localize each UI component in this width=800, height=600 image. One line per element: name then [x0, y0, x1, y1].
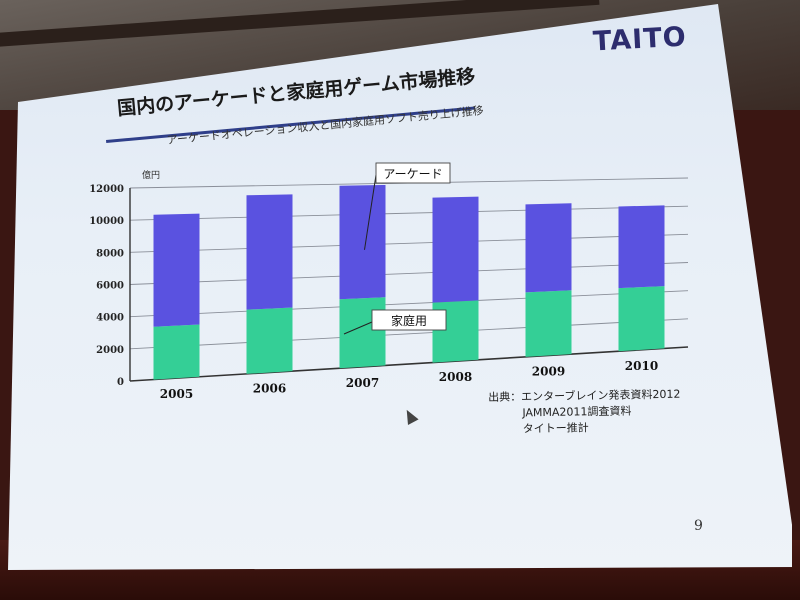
y-tick-label: 0 — [117, 377, 124, 388]
x-tick-label-2010: 2010 — [625, 359, 658, 373]
x-tick-label-2007: 2007 — [346, 376, 379, 390]
projected-slide: TAITO 国内のアーケードと家庭用ゲーム市場推移 アーケードオペレーション収入… — [8, 4, 792, 570]
bar-segment-home-2009 — [525, 290, 572, 357]
x-axis-line — [129, 346, 689, 382]
gridline — [129, 262, 689, 285]
bar-segment-arcade-2008 — [432, 196, 479, 303]
y-tick-label: 10000 — [89, 216, 124, 227]
bar-segment-home-2005 — [153, 324, 200, 380]
y-axis-label: 億円 — [142, 169, 160, 181]
y-tick-label: 6000 — [96, 281, 124, 292]
y-tick-label: 12000 — [89, 184, 124, 195]
home-leader-line — [343, 321, 373, 335]
market-bar-chart: 0 2000 4000 6000 8000 10000 12000 億円 2005 2006 200… — [89, 162, 689, 401]
gridline — [129, 205, 689, 221]
y-tick-label: 2000 — [96, 345, 124, 356]
x-tick-label-2008: 2008 — [439, 370, 472, 384]
arcade-label-box — [375, 162, 451, 184]
source-line-1: 出典：エンターブレイン発表資料2012 — [488, 387, 681, 404]
arcade-leader-line — [364, 174, 377, 250]
bar-segment-home-2006 — [246, 307, 293, 374]
x-tick-label-2005: 2005 — [160, 387, 193, 401]
gridline — [129, 318, 689, 350]
bar-segment-arcade-2007 — [339, 184, 386, 300]
bar-segment-arcade-2009 — [525, 203, 572, 293]
page-number: 9 — [694, 518, 703, 534]
gridline — [129, 233, 689, 253]
home-series-label: 家庭用 — [391, 313, 427, 328]
gridline — [129, 290, 689, 318]
y-tick-label: 8000 — [96, 248, 124, 259]
bar-segment-arcade-2010 — [618, 205, 665, 289]
bar-segment-arcade-2006 — [246, 194, 293, 310]
x-tick-label-2006: 2006 — [253, 382, 286, 396]
source-note: 出典：エンターブレイン発表資料2012 JAMMA2011調査資料 タイトー推計 — [488, 387, 681, 438]
home-label-box — [371, 309, 447, 331]
arcade-series-label: アーケード — [383, 167, 442, 181]
bar-segment-home-2010 — [618, 286, 665, 352]
source-line-3: タイトー推計 — [522, 421, 589, 436]
bar-segment-arcade-2005 — [153, 213, 200, 327]
y-tick-label: 4000 — [96, 313, 124, 324]
x-tick-label-2009: 2009 — [532, 365, 565, 379]
